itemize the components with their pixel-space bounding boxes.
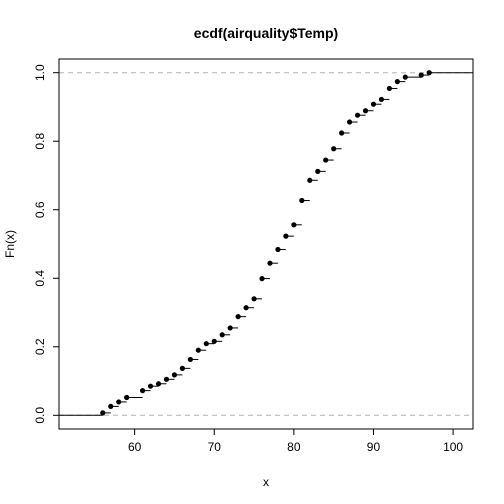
- x-tick-label: 70: [208, 440, 222, 454]
- step-point: [251, 296, 257, 302]
- step-point: [243, 305, 249, 311]
- step-point: [155, 381, 162, 387]
- y-tick-label: 0.0: [33, 407, 47, 424]
- y-axis: 0.0 0.2 0.4 0.6 0.8 1.0: [33, 64, 60, 424]
- step-point: [378, 96, 385, 103]
- x-tick-label: 90: [367, 440, 381, 454]
- step-point: [315, 168, 321, 174]
- x-tick-label: 80: [287, 440, 301, 454]
- step-point: [171, 372, 178, 378]
- x-tick-label: 60: [128, 440, 142, 454]
- step-point: [426, 70, 432, 76]
- step-point: [108, 403, 114, 409]
- step-point: [219, 332, 225, 338]
- step-point: [267, 260, 273, 266]
- reference-lines: [59, 72, 473, 416]
- step-point: [211, 338, 217, 344]
- step-point: [402, 74, 408, 80]
- y-tick-label: 0.8: [33, 133, 47, 150]
- step-point: [124, 394, 130, 401]
- step-point: [203, 341, 209, 347]
- step-point: [386, 85, 393, 92]
- step-point: [354, 112, 361, 118]
- step-point: [179, 365, 186, 371]
- y-tick-label: 1.0: [33, 64, 47, 81]
- step-point: [370, 101, 377, 107]
- step-point: [116, 399, 122, 405]
- step-point: [307, 177, 313, 183]
- step-point: [195, 347, 201, 353]
- y-tick-label: 0.2: [33, 338, 47, 355]
- step-point: [418, 72, 424, 78]
- y-tick-label: 0.6: [33, 201, 47, 218]
- step-point: [323, 157, 329, 163]
- step-point: [235, 314, 241, 320]
- step-point: [299, 197, 305, 204]
- step-point: [163, 376, 170, 382]
- y-tick-label: 0.4: [33, 270, 47, 287]
- x-tick-label: 100: [443, 440, 463, 454]
- chart-title: ecdf(airquality$Temp): [194, 25, 338, 41]
- step-point: [362, 108, 369, 114]
- step-point: [100, 410, 106, 416]
- step-point: [283, 233, 289, 239]
- step-point: [346, 119, 353, 125]
- step-segments: [59, 72, 473, 416]
- step-point: [331, 146, 337, 152]
- y-axis-label: Fn(x): [3, 230, 17, 258]
- step-point: [394, 79, 400, 85]
- step-point: [275, 246, 281, 253]
- x-axis: 60 70 80 90 100: [128, 428, 463, 454]
- step-point: [139, 388, 146, 394]
- step-point: [187, 356, 193, 363]
- step-point: [147, 383, 154, 389]
- step-point: [291, 222, 297, 228]
- x-axis-label: x: [263, 475, 269, 489]
- step-point: [227, 325, 233, 331]
- step-point: [259, 276, 265, 282]
- step-point: [339, 130, 345, 136]
- plot-frame: [58, 58, 474, 430]
- step-points: [100, 70, 432, 416]
